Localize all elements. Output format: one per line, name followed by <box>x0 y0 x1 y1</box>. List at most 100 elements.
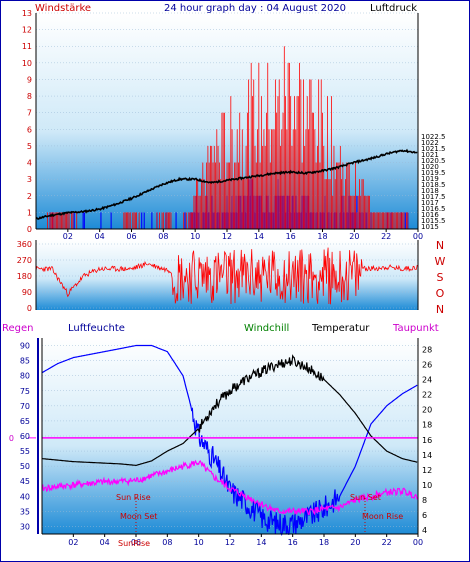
direction-tick-label: 180 <box>17 272 32 281</box>
wind-tick-label: 1 <box>27 208 32 217</box>
temperature-tick-label: 16 <box>422 436 432 445</box>
humidity-tick-label: 85 <box>20 357 30 366</box>
x-tick-label: 18 <box>317 232 327 241</box>
wind-tick-label: 12 <box>22 26 32 35</box>
wind-tick-label: 6 <box>27 125 32 134</box>
x-tick-label: 16 <box>288 538 298 547</box>
pressure-tick-label: 1020 <box>421 163 439 171</box>
moon-set-label: Moon Set <box>120 512 157 521</box>
dewpoint-series <box>41 459 418 516</box>
x-tick-label: 20 <box>349 232 359 241</box>
temperature-tick-label: 14 <box>422 451 432 460</box>
x-tick-label: 06 <box>131 538 141 547</box>
humidity-tick-label: 55 <box>20 447 30 456</box>
x-tick-label: 22 <box>382 538 392 547</box>
wind-direction-series <box>35 247 418 305</box>
dewpoint-line <box>41 459 418 516</box>
temp-humidity-panel <box>42 338 418 534</box>
temperature-tick-label: 10 <box>422 481 432 490</box>
pressure-tick-label: 1022.5 <box>421 133 446 141</box>
sun-set-label: Sun Set <box>350 493 381 502</box>
wind-tick-label: 4 <box>27 159 32 168</box>
x-tick-label: 14 <box>254 232 264 241</box>
x-tick-label: 04 <box>95 232 105 241</box>
pressure-tick-label: 1018 <box>421 187 439 195</box>
pressure-tick-label: 1021 <box>421 151 439 159</box>
humidity-tick-label: 50 <box>20 462 30 471</box>
wind-tick-label: 0 <box>27 225 32 234</box>
x-tick-label: 00 <box>413 538 423 547</box>
x-tick-label: 20 <box>350 538 360 547</box>
windstaerke-label: Windstärke <box>35 3 91 14</box>
wind-tick-label: 11 <box>22 42 32 51</box>
x-tick-label: 14 <box>256 538 266 547</box>
x-tick-label: 22 <box>381 232 391 241</box>
luftdruck-label: Luftdruck <box>370 3 417 14</box>
wind-tick-label: 3 <box>27 175 32 184</box>
humidity-tick-label: 40 <box>20 492 30 501</box>
pressure-tick-label: 1016.5 <box>421 205 446 213</box>
compass-label: O <box>436 287 445 300</box>
x-tick-label: 04 <box>100 538 110 547</box>
humidity-tick-label: 90 <box>20 342 30 351</box>
humidity-tick-label: 70 <box>20 402 30 411</box>
humidity-tick-label: 80 <box>20 372 30 381</box>
x-tick-label: 16 <box>286 232 296 241</box>
temperature-tick-label: 4 <box>422 526 427 535</box>
x-tick-label: 08 <box>162 538 172 547</box>
pressure-tick-label: 1015 <box>421 223 439 231</box>
temperature-tick-label: 20 <box>422 406 432 415</box>
humidity-tick-label: 30 <box>20 522 30 531</box>
sun-rise-label: Sun Rise <box>116 493 151 502</box>
windchill-label: Windchill <box>244 323 289 334</box>
humidity-series <box>41 344 418 536</box>
pressure-tick-label: 1020.5 <box>421 157 446 165</box>
compass-label: N <box>436 303 444 316</box>
wind-direction-line <box>35 247 418 305</box>
x-tick-label: 10 <box>190 232 200 241</box>
temperatur-label: Temperatur <box>311 323 370 334</box>
humidity-line <box>41 344 418 536</box>
wind-tick-label: 13 <box>22 9 32 18</box>
temperature-tick-label: 26 <box>422 360 432 369</box>
temperature-tick-label: 8 <box>422 496 427 505</box>
temperature-series <box>41 354 418 467</box>
x-tick-label: 00 <box>413 232 423 241</box>
wind-tick-label: 8 <box>27 92 32 101</box>
x-tick-label: 12 <box>225 538 235 547</box>
direction-tick-label: 270 <box>17 256 32 265</box>
wind-pressure-axes: 01234567891011121310151015.510161016.510… <box>22 9 446 241</box>
x-tick-label: 02 <box>63 232 73 241</box>
humidity-tick-label: 45 <box>20 477 30 486</box>
sunrise-overlap-label: SunRise <box>118 539 150 548</box>
humidity-tick-label: 60 <box>20 432 30 441</box>
wind-tick-label: 10 <box>22 59 32 68</box>
temperature-tick-label: 12 <box>422 466 432 475</box>
x-tick-label: 06 <box>126 232 136 241</box>
luftfeuchte-label: Luftfeuchte <box>68 323 125 334</box>
wind-tick-label: 5 <box>27 142 32 151</box>
pressure-tick-label: 1018.5 <box>421 181 446 189</box>
direction-tick-label: 0 <box>27 304 32 313</box>
pressure-tick-label: 1017 <box>421 199 439 207</box>
chart-title: 24 hour graph day : 04 August 2020 <box>164 3 346 14</box>
x-tick-label: 08 <box>158 232 168 241</box>
rain-series: 0 <box>9 434 418 443</box>
temperature-tick-label: 24 <box>422 375 432 384</box>
x-tick-label: 18 <box>319 538 329 547</box>
pressure-tick-label: 1019.5 <box>421 169 446 177</box>
pressure-tick-label: 1016 <box>421 211 439 219</box>
humidity-tick-label: 65 <box>20 417 30 426</box>
pressure-tick-label: 1015.5 <box>421 217 446 225</box>
pressure-tick-label: 1021.5 <box>421 145 446 153</box>
regen-label: Regen <box>2 323 34 334</box>
compass-label: N <box>436 239 444 252</box>
temperature-tick-label: 22 <box>422 391 432 400</box>
wind-tick-label: 9 <box>27 75 32 84</box>
x-tick-label: 02 <box>68 538 78 547</box>
temperature-tick-label: 28 <box>422 345 432 354</box>
wind-gust-series <box>47 46 409 229</box>
